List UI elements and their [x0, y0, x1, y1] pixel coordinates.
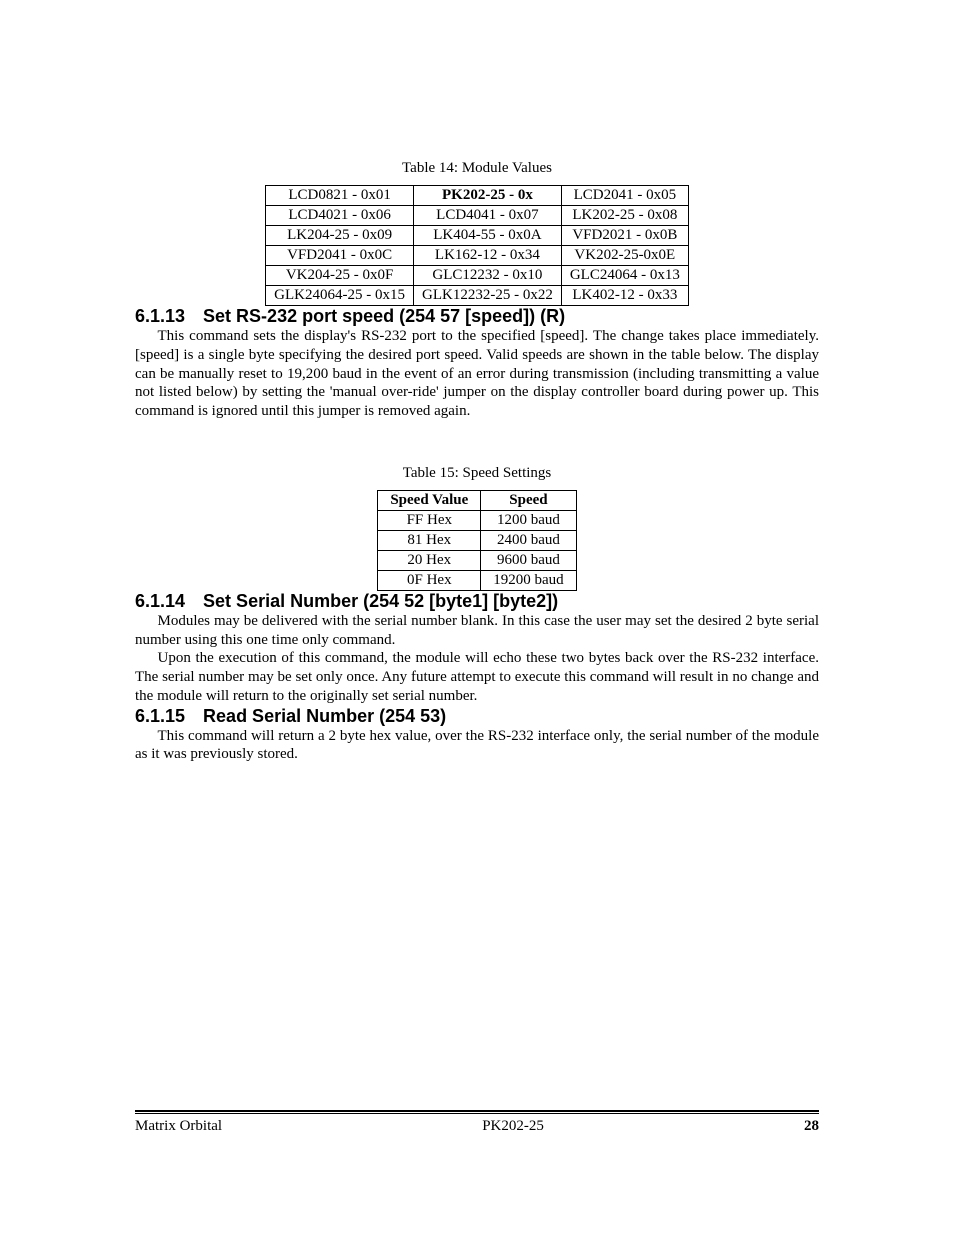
module-value-cell: LK202-25 - 0x08 [561, 206, 688, 226]
speed-setting-cell: 2400 baud [481, 530, 576, 550]
module-value-cell: LK204-25 - 0x09 [266, 226, 414, 246]
speed-setting-cell: 19200 baud [481, 570, 576, 590]
heading-6-1-14: 6.1.14 Set Serial Number (254 52 [byte1]… [135, 591, 819, 612]
table15-header-speed-value: Speed Value [378, 490, 481, 510]
heading-6-1-13: 6.1.13 Set RS-232 port speed (254 57 [sp… [135, 306, 819, 327]
speed-setting-cell: 1200 baud [481, 510, 576, 530]
paragraph-6-1-15: This command will return a 2 byte hex va… [135, 727, 819, 765]
speed-setting-cell: FF Hex [378, 510, 481, 530]
footer-left: Matrix Orbital [135, 1118, 222, 1135]
page-footer: Matrix Orbital PK202-25 28 [135, 1110, 819, 1135]
table15-header-speed: Speed [481, 490, 576, 510]
table-module-values: LCD0821 - 0x01PK202-25 - 0xLCD2041 - 0x0… [265, 185, 689, 306]
module-value-cell: LCD0821 - 0x01 [266, 186, 414, 206]
module-value-cell: LCD4041 - 0x07 [414, 206, 562, 226]
table14-caption: Table 14: Module Values [135, 160, 819, 177]
footer-page-number: 28 [804, 1118, 819, 1135]
table-speed-settings: Speed Value Speed FF Hex1200 baud81 Hex2… [377, 490, 576, 591]
module-value-cell: GLK24064-25 - 0x15 [266, 286, 414, 306]
table15-caption: Table 15: Speed Settings [135, 465, 819, 482]
module-value-cell: GLC12232 - 0x10 [414, 266, 562, 286]
paragraph-6-1-13: This command sets the display's RS-232 p… [135, 327, 819, 421]
module-value-cell: LK402-12 - 0x33 [561, 286, 688, 306]
module-value-cell: LCD4021 - 0x06 [266, 206, 414, 226]
module-value-cell: LK404-55 - 0x0A [414, 226, 562, 246]
footer-rule-thin [135, 1113, 819, 1114]
module-value-cell: PK202-25 - 0x [414, 186, 562, 206]
heading-6-1-15: 6.1.15 Read Serial Number (254 53) [135, 706, 819, 727]
module-value-cell: LK162-12 - 0x34 [414, 246, 562, 266]
module-value-cell: VFD2021 - 0x0B [561, 226, 688, 246]
speed-setting-cell: 20 Hex [378, 550, 481, 570]
module-value-cell: VK204-25 - 0x0F [266, 266, 414, 286]
page-container: Table 14: Module Values LCD0821 - 0x01PK… [0, 0, 954, 1235]
module-value-cell: GLK12232-25 - 0x22 [414, 286, 562, 306]
speed-setting-cell: 81 Hex [378, 530, 481, 550]
footer-center: PK202-25 [482, 1118, 544, 1135]
module-value-cell: LCD2041 - 0x05 [561, 186, 688, 206]
module-value-cell: GLC24064 - 0x13 [561, 266, 688, 286]
speed-setting-cell: 9600 baud [481, 550, 576, 570]
speed-setting-cell: 0F Hex [378, 570, 481, 590]
module-value-cell: VK202-25-0x0E [561, 246, 688, 266]
footer-rule [135, 1110, 819, 1112]
paragraph-6-1-14-b: Upon the execution of this command, the … [135, 649, 819, 705]
paragraph-6-1-14-a: Modules may be delivered with the serial… [135, 612, 819, 650]
module-value-cell: VFD2041 - 0x0C [266, 246, 414, 266]
